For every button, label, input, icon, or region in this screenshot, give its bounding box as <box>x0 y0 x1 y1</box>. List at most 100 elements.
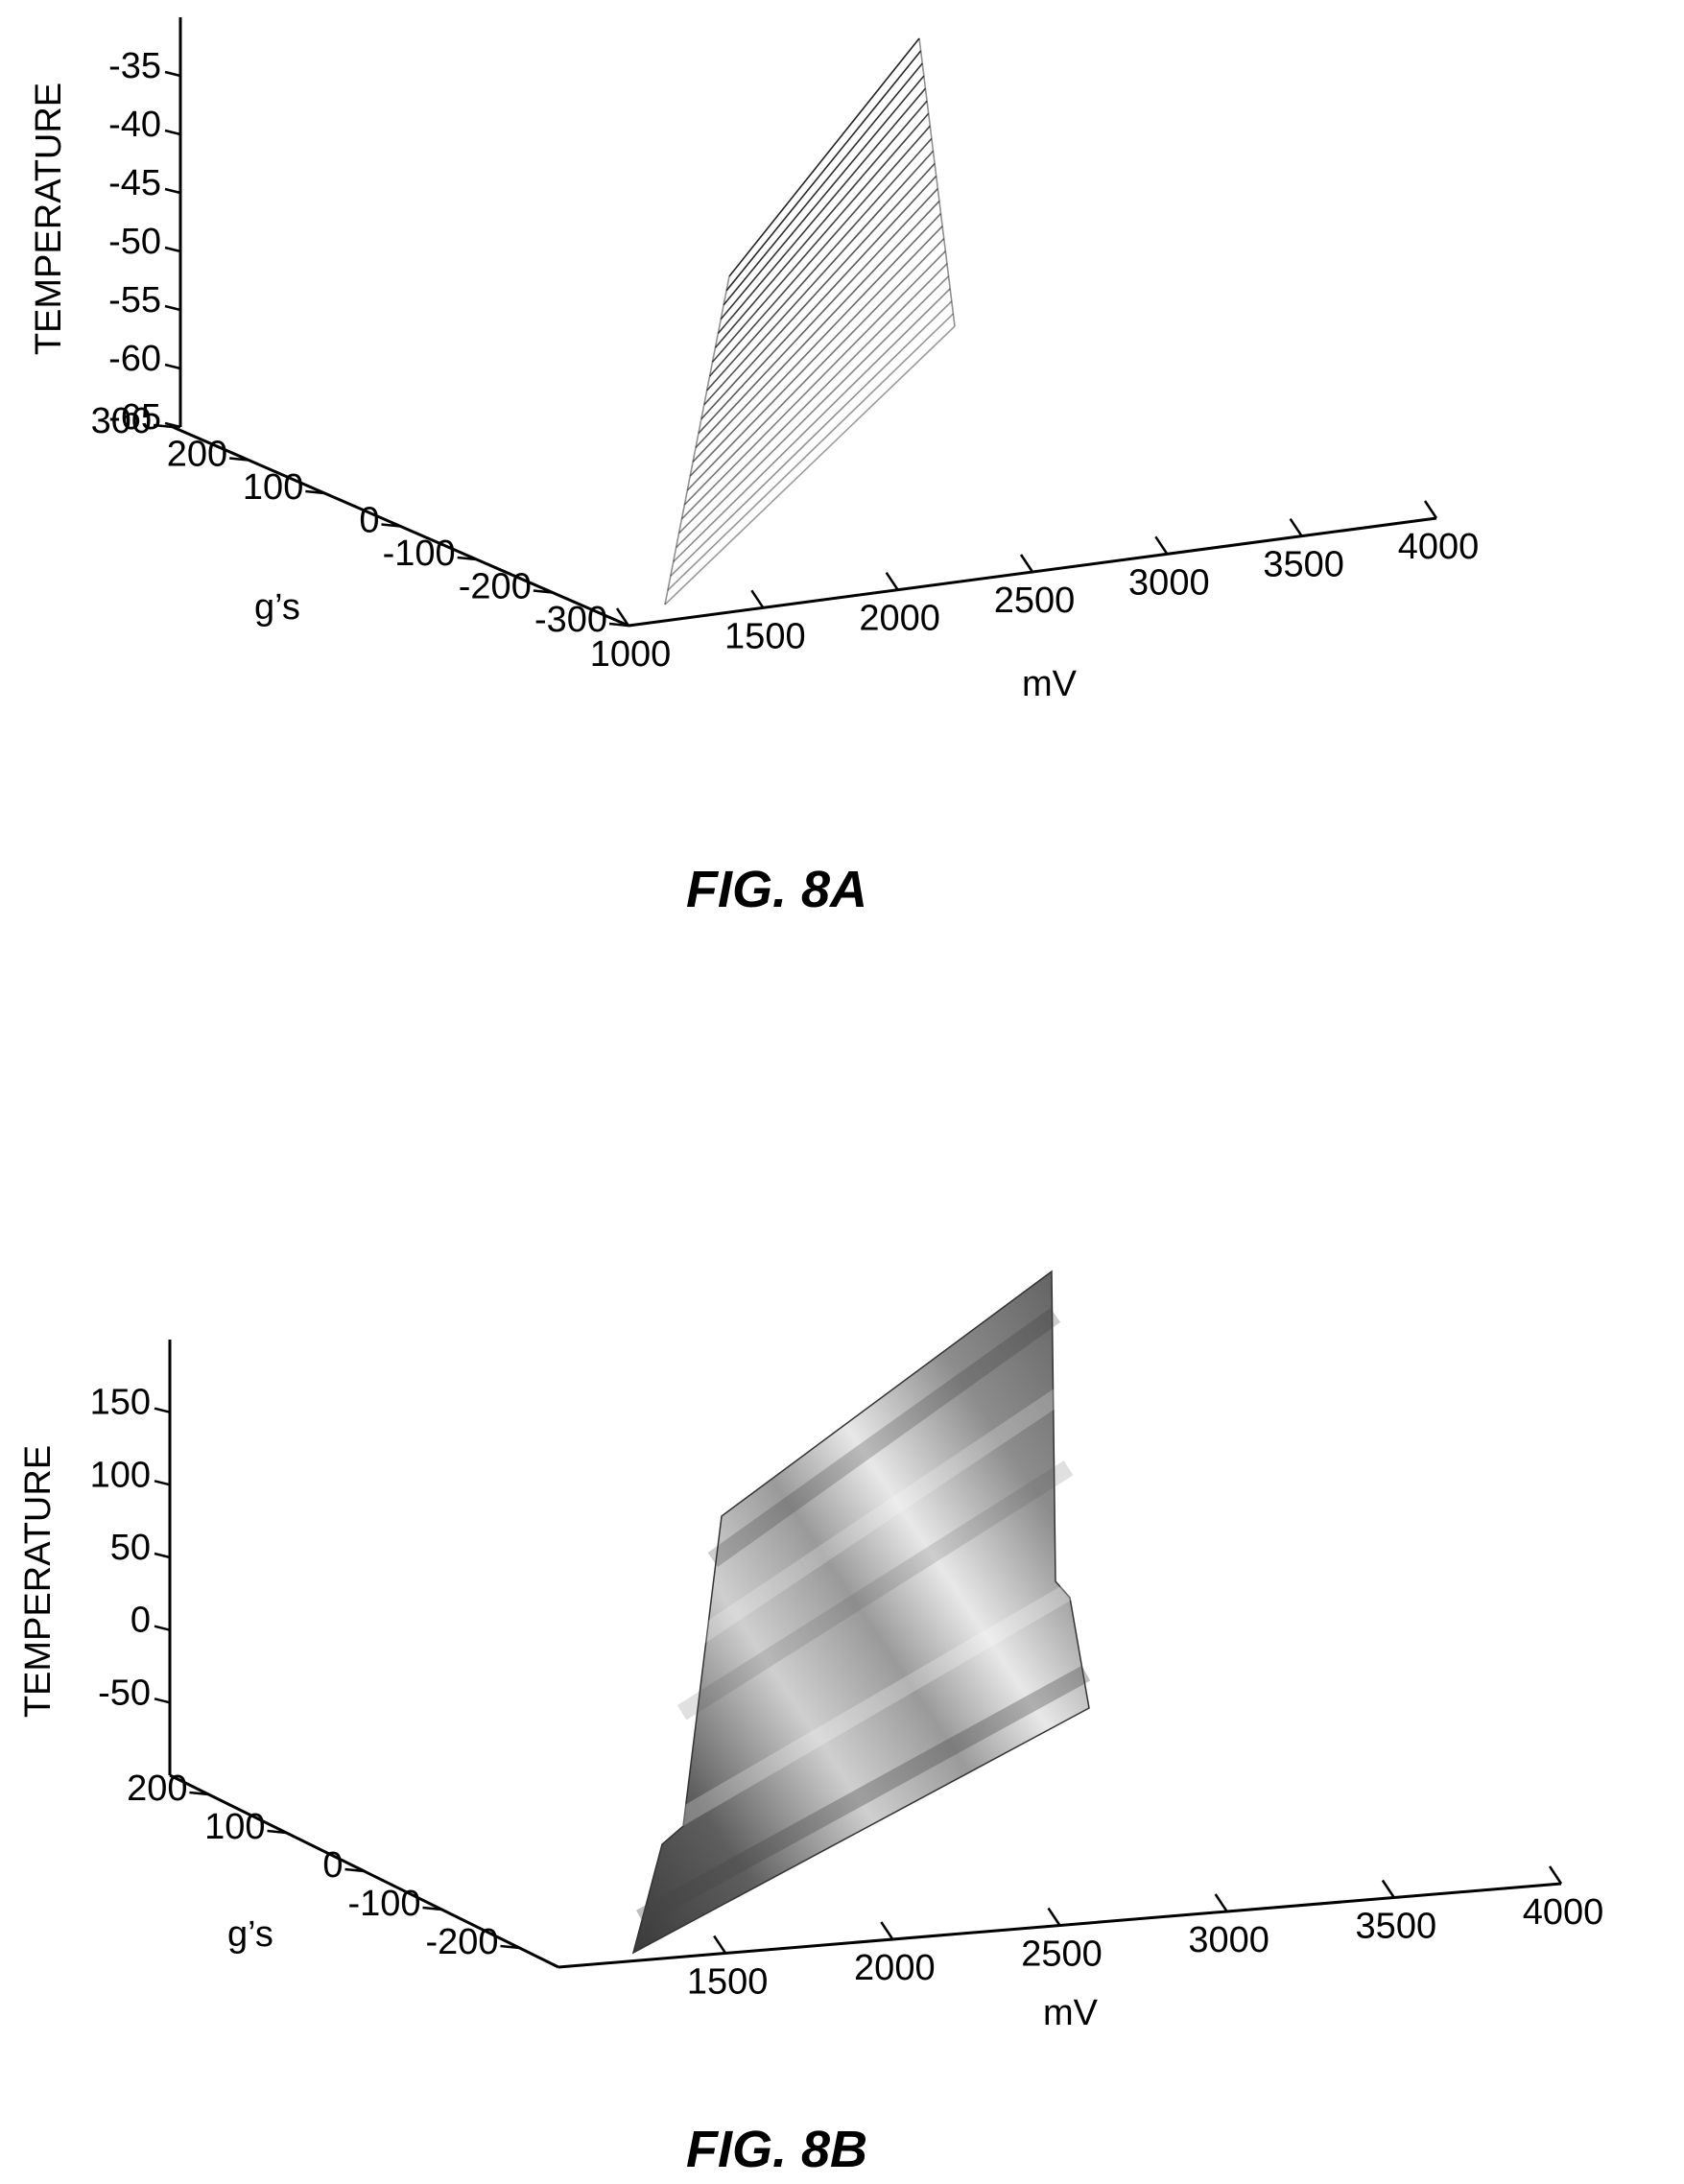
x-tick-mark <box>1214 1893 1228 1912</box>
z-tick-mark <box>154 1407 171 1413</box>
z-tick-mark <box>164 304 181 312</box>
x-tick-mark <box>1548 1865 1563 1885</box>
y-tick-mark <box>422 1906 442 1911</box>
mesh-line <box>703 150 935 406</box>
figure-caption-8b: FIG. 8B <box>686 2121 867 2178</box>
y-tick-label: -100 <box>383 534 456 574</box>
z-tick-label: 100 <box>90 1455 151 1495</box>
z-tick-label: -60 <box>108 339 161 379</box>
mesh-line <box>680 250 946 520</box>
x-tick-mark <box>1381 1879 1395 1899</box>
y-tick-mark <box>381 523 401 528</box>
y-axis-label-8b: g’s <box>227 1914 273 1955</box>
y-tick-mark <box>229 457 249 462</box>
x-tick-label: 3500 <box>1356 1907 1437 1947</box>
z-tick-mark <box>164 246 181 253</box>
mesh-line <box>714 100 928 348</box>
y-tick-label: 300 <box>91 401 152 441</box>
mesh-line <box>673 288 951 562</box>
mesh-line <box>706 137 933 392</box>
z-tick-label: 0 <box>130 1601 151 1641</box>
x-tick-mark <box>1154 535 1169 556</box>
z-tick-label: 150 <box>90 1383 151 1423</box>
z-tick-mark <box>164 363 181 370</box>
mesh-line <box>711 112 930 363</box>
z-tick-mark <box>154 1697 171 1704</box>
y-tick-mark <box>189 1791 209 1796</box>
surface-8a <box>664 37 956 605</box>
y-tick-mark <box>153 423 174 429</box>
mesh-line <box>670 300 953 577</box>
z-axis-label-8b: TEMPERATURE <box>18 1445 59 1718</box>
z-tick-mark <box>154 1625 171 1631</box>
z-tick-mark <box>164 421 181 429</box>
chart-8a: -35-40-45-50-55-60-65 3002001000-100-200… <box>29 17 1479 918</box>
mesh-line <box>723 62 923 306</box>
mesh-line <box>720 75 925 320</box>
x-tick-label: 1500 <box>687 1962 769 2003</box>
x-tick-label: 4000 <box>1398 527 1480 567</box>
z-tick-label: -65 <box>108 397 161 438</box>
mesh-line <box>683 238 945 506</box>
mesh-line <box>698 175 937 435</box>
z-tick-mark <box>164 187 181 195</box>
z-tick-mark <box>164 129 181 136</box>
y-axis-8a: 300 200 100 0-100-200-300 <box>91 401 629 640</box>
x-axis-label-8b: mV <box>1043 1993 1099 2033</box>
z-tick-label: -45 <box>108 163 161 203</box>
z-tick-mark <box>154 1552 171 1559</box>
z-tick-label: -50 <box>98 1673 151 1713</box>
shade-band <box>636 1665 1091 1926</box>
z-axis-8b: 150 100 50 0 -50 <box>90 1340 172 1775</box>
y-tick-mark <box>267 1829 287 1835</box>
z-tick-label: -40 <box>108 105 161 145</box>
x-tick-mark <box>750 589 765 609</box>
x-tick-mark <box>1289 517 1303 537</box>
x-tick-label: 4000 <box>1523 1892 1604 1933</box>
x-tick-label: 1000 <box>590 634 672 675</box>
x-tick-label: 2000 <box>854 1948 936 1988</box>
x-tick-label: 1500 <box>724 616 806 656</box>
x-tick-mark <box>1019 554 1034 573</box>
y-tick-label: 100 <box>243 467 303 508</box>
z-tick-mark <box>164 70 181 78</box>
y-tick-mark <box>608 622 629 628</box>
z-tick-label: 50 <box>110 1528 151 1568</box>
y-tick-mark <box>305 489 325 495</box>
y-tick-label: -100 <box>347 1884 420 1924</box>
y-tick-label: 100 <box>204 1807 265 1847</box>
mesh-line <box>689 213 942 477</box>
x-axis-label-8a: mV <box>1022 664 1078 704</box>
x-tick-label: 2500 <box>1021 1935 1103 1975</box>
x-tick-label: 3000 <box>1128 562 1210 603</box>
mesh-line <box>664 325 956 605</box>
z-axis-8a: -35 -40 -45 -50 -55 -60 -65 <box>108 17 182 438</box>
x-tick-mark <box>880 1921 894 1940</box>
x-axis-8b: 1500 2000 2500 3000 3500 4000 <box>557 1865 1604 2003</box>
z-tick-label: -55 <box>108 280 161 320</box>
y-tick-mark <box>533 589 553 594</box>
y-tick-label: 0 <box>322 1845 343 1886</box>
mesh-line <box>677 263 948 534</box>
mesh-line <box>667 313 954 591</box>
y-tick-mark <box>344 1867 365 1873</box>
mesh-line <box>717 87 927 334</box>
z-tick-label: -35 <box>108 46 161 86</box>
shade-band <box>653 1578 1083 1839</box>
x-tick-mark <box>1423 500 1438 519</box>
y-tick-label: 0 <box>359 501 379 541</box>
y-tick-mark <box>457 556 477 561</box>
mesh-line <box>700 162 936 420</box>
figure-caption-8a: FIG. 8A <box>686 861 867 918</box>
x-tick-mark <box>1047 1907 1061 1927</box>
surface-8b <box>631 1270 1091 1955</box>
mesh-line <box>725 50 922 292</box>
z-tick-label: -50 <box>108 222 161 262</box>
y-tick-label: -200 <box>459 567 532 607</box>
y-tick-label: -300 <box>534 600 607 640</box>
shade-band <box>707 1308 1061 1567</box>
x-tick-mark <box>713 1935 727 1955</box>
shade-band <box>692 1386 1067 1646</box>
shade-band <box>676 1460 1074 1721</box>
